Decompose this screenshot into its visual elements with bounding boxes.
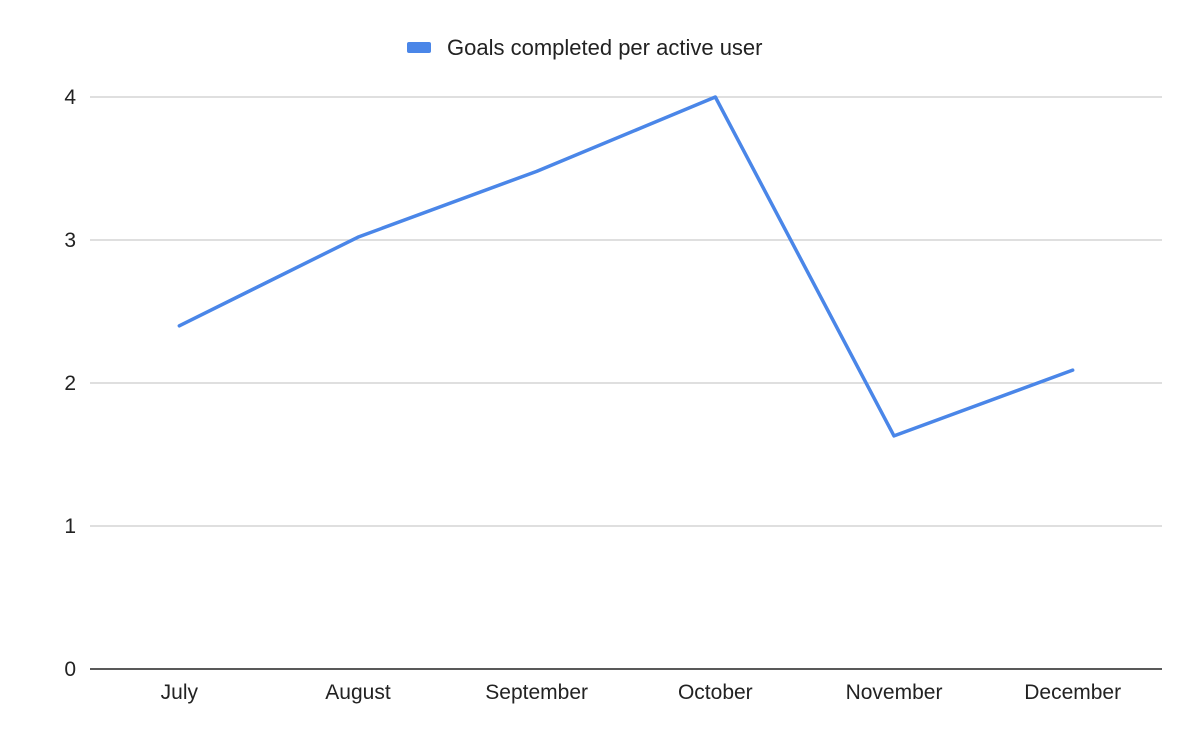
legend: Goals completed per active user <box>407 35 763 60</box>
x-tick-label: September <box>485 681 588 704</box>
y-tick-label: 1 <box>64 515 76 538</box>
y-tick-label: 0 <box>64 658 76 681</box>
x-tick-label: August <box>325 681 391 704</box>
x-axis-ticks: July August September October November Decemb… <box>161 681 1121 704</box>
legend-swatch <box>407 42 431 53</box>
gridlines <box>90 96 1162 527</box>
y-tick-label: 4 <box>64 86 76 109</box>
x-tick-label: July <box>161 681 199 704</box>
y-tick-label: 3 <box>64 229 76 252</box>
y-axis-ticks: 0 1 2 3 4 <box>64 86 76 681</box>
y-tick-label: 2 <box>64 372 76 395</box>
series-line <box>177 95 1075 438</box>
x-tick-label: October <box>678 681 753 704</box>
series-group <box>177 95 1075 438</box>
legend-label: Goals completed per active user <box>447 35 763 60</box>
x-tick-label: December <box>1024 681 1121 704</box>
x-tick-label: November <box>846 681 943 704</box>
